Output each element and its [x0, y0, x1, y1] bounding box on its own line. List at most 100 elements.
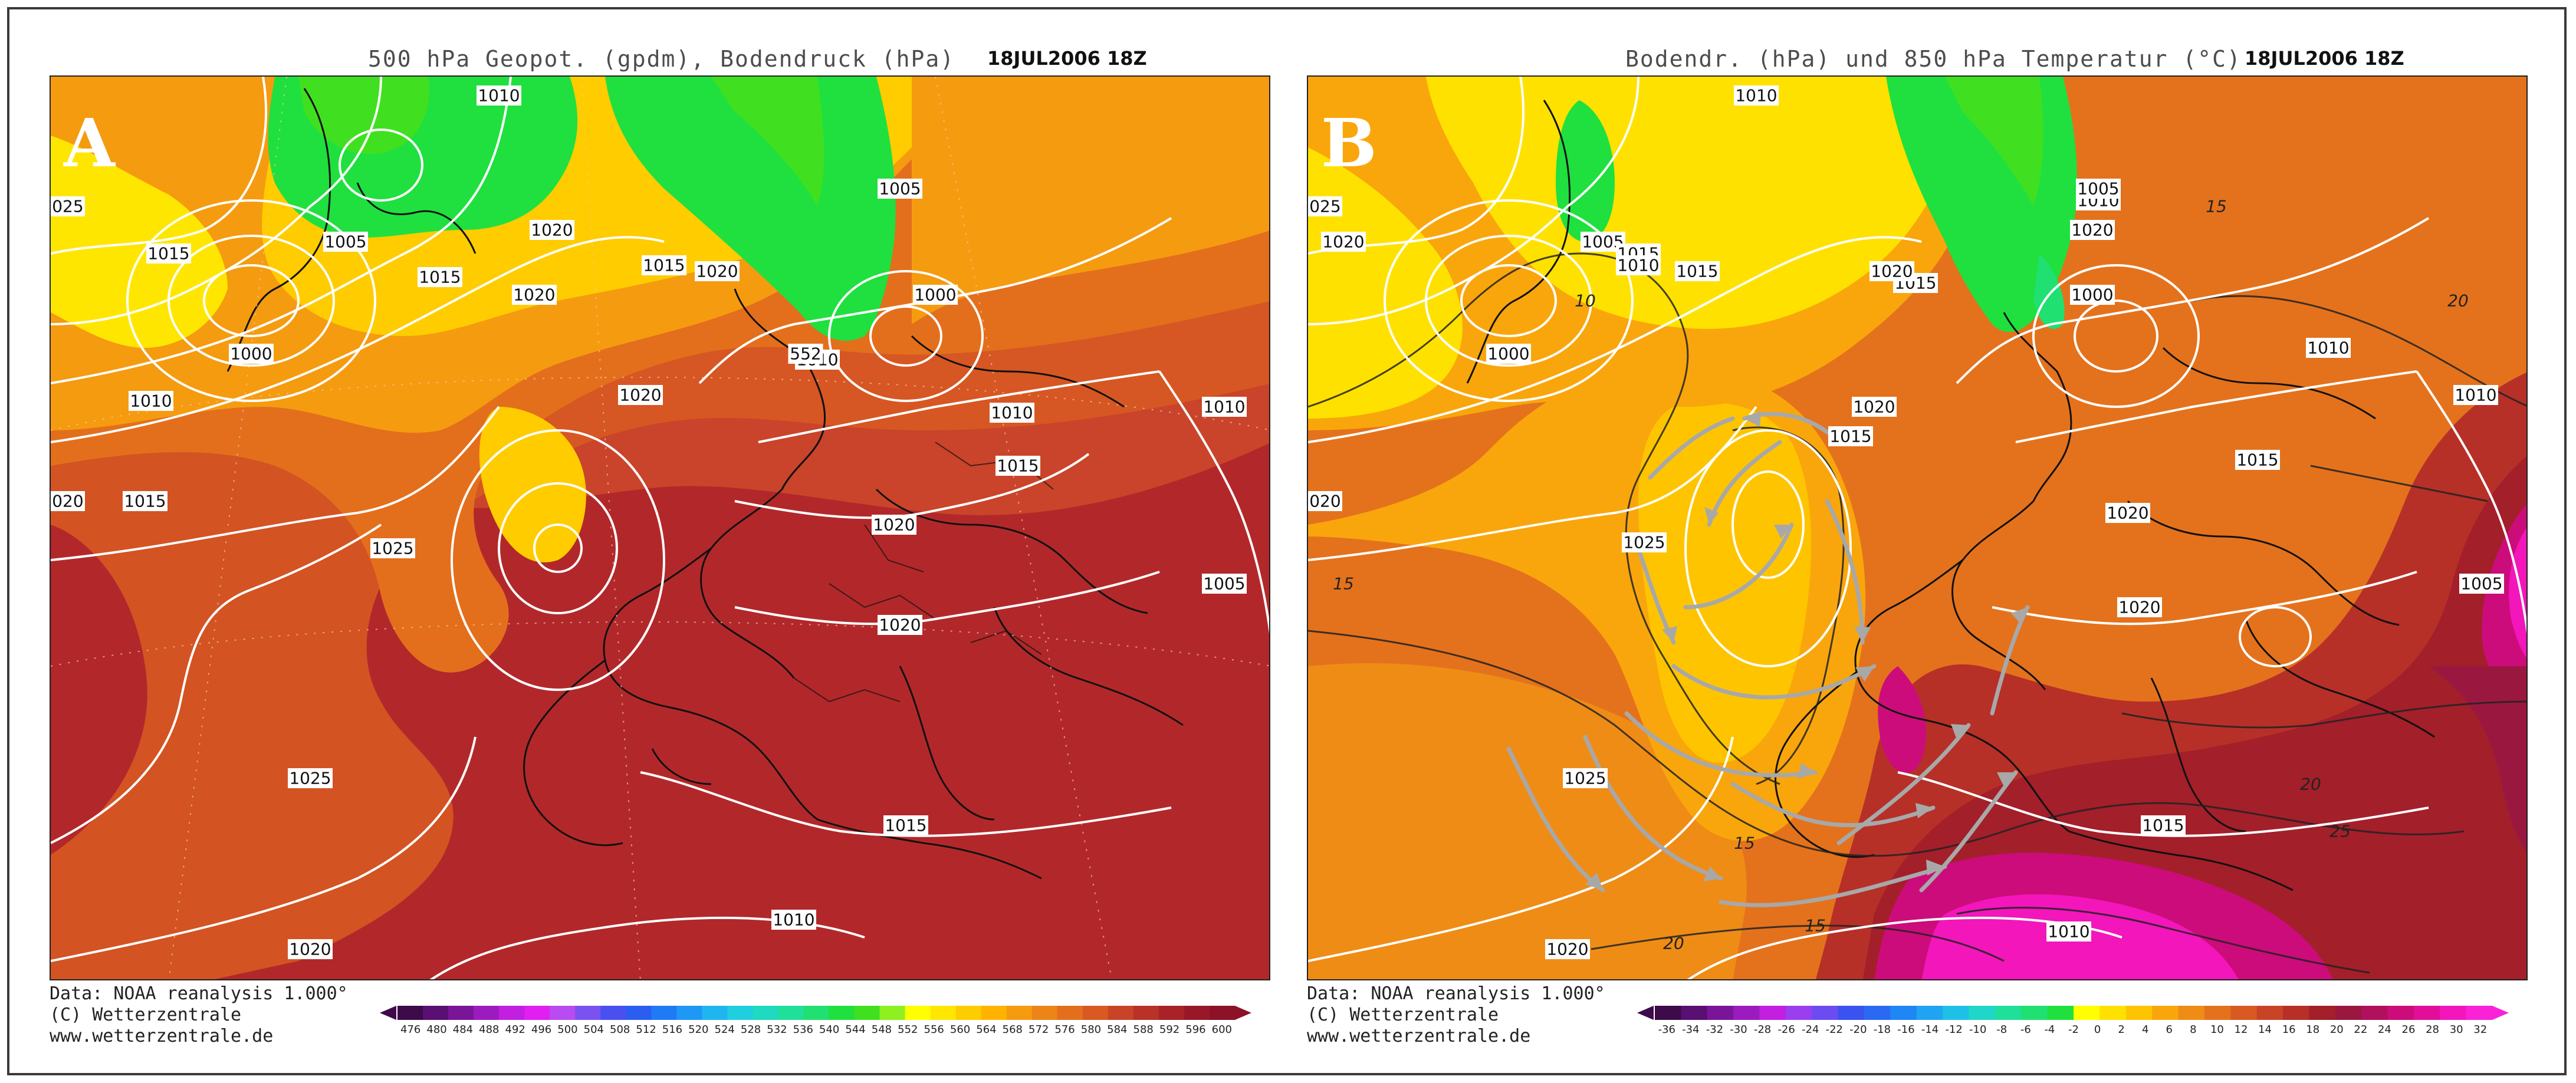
isobar-label: 1020 [513, 285, 555, 305]
isobar-label-bg [642, 255, 686, 275]
colorbar-swatch [753, 1006, 778, 1020]
colorbar-swatch [2074, 1006, 2100, 1020]
colorbar-tick-label: 476 [400, 1023, 420, 1036]
colorbar-tick-label: -30 [1730, 1023, 1747, 1036]
colorbar-tick-label: -22 [1826, 1023, 1843, 1036]
colorbar-tick-label: 596 [1185, 1023, 1205, 1036]
panel-a-map: 1010 1005 1020 1015 1000 1015 1010 1020 1020 1015… [50, 75, 1270, 980]
colorbar-swatch [2256, 1006, 2283, 1020]
isobar-label: 1005 [2460, 574, 2502, 594]
colorbar-swatch [474, 1006, 500, 1020]
colorbar-swatch [2466, 1006, 2493, 1020]
colorbar-swatch [2283, 1006, 2309, 1020]
isobar-label: 1010 [130, 391, 172, 411]
colorbar-tick-label: 496 [531, 1023, 551, 1036]
isobar-label: 1020 [1308, 492, 1341, 511]
isobar-label: 1015 [2236, 450, 2278, 470]
isobar-label: 1020 [696, 262, 738, 281]
colorbar-swatch [423, 1006, 449, 1020]
colorbar-tick-label: 24 [2378, 1023, 2391, 1036]
colorbar-tick-label: -6 [2020, 1023, 2031, 1036]
credit-line: www.wetterzentrale.de [1307, 1026, 1531, 1046]
colorbar-swatch [1031, 1006, 1058, 1020]
colorbar-tick-label: 4 [2142, 1023, 2148, 1036]
colorbar-swatch [2309, 1006, 2336, 1020]
isobar-label-bg [2070, 220, 2115, 240]
colorbar-tick-label: 588 [1133, 1023, 1154, 1036]
colorbar-tick-label: -2 [2068, 1023, 2079, 1036]
isobar-label-bg [2076, 179, 2121, 199]
colorbar-tick-label: 504 [584, 1023, 604, 1036]
isobar-label: 1010 [2307, 338, 2349, 358]
isobar-label: 1005 [879, 179, 921, 199]
colorbar-tick-label: 592 [1159, 1023, 1179, 1036]
colorbar-swatch [626, 1006, 652, 1020]
isobar-label-bg [2105, 503, 2150, 523]
panel-b-label: B [1321, 105, 1377, 182]
isobar-label: 1005 [324, 232, 366, 252]
isobar-label: 1010 [1735, 86, 1777, 106]
isobar-label-bg [990, 403, 1034, 423]
isobar-label: 1020 [879, 615, 921, 635]
isobar-label-bg [2117, 597, 2162, 617]
colorbar-tick-label: 524 [715, 1023, 735, 1036]
isobar-label: 1010 [2455, 386, 2496, 405]
isobar-label-bg [1622, 532, 1667, 552]
colorbar-swatch [448, 1006, 474, 1020]
isotherm-label: 15 [1734, 834, 1755, 853]
isobar-label-bg [618, 385, 663, 405]
colorbar-swatch [829, 1006, 855, 1020]
colorbar-swatch [1108, 1006, 1134, 1020]
isobar-label-bg [695, 261, 740, 281]
colorbar-tick-label: 548 [872, 1023, 892, 1036]
colorbar-tick-label: 576 [1054, 1023, 1075, 1036]
isobar-label-bg [878, 615, 922, 635]
isobar-label: 1010 [773, 910, 814, 930]
colorbar-swatch [1057, 1006, 1083, 1020]
isobar-label: 1015 [147, 244, 189, 264]
isobar-label: 1000 [230, 344, 272, 364]
isobar-label-bg [1321, 232, 1366, 252]
isobar-label-bg [2046, 921, 2091, 942]
colorbar-swatch [499, 1006, 525, 1020]
isobar-label-bg [883, 815, 928, 835]
isobar-label-bg [288, 768, 333, 788]
colorbar-tick-label: 556 [924, 1023, 944, 1036]
colorbar-swatch [550, 1006, 576, 1020]
colorbar-swatch [905, 1006, 931, 1020]
isobar-label: 1025 [1308, 197, 1341, 216]
colorbar-swatch [2047, 1006, 2074, 1020]
colorbar-tick-label: 540 [819, 1023, 839, 1036]
isotherm-label: 15 [1333, 574, 1354, 594]
isobar-label: 1020 [531, 220, 573, 240]
colorbar-swatch [1995, 1006, 2022, 1020]
panel-b-credit: Data: NOAA reanalysis 1.000° (C) Wetterz… [1307, 983, 1605, 1047]
panel-b-map-svg: 1010100510201015100010151010102010201015… [1308, 77, 2526, 979]
isobar-label-bg [2453, 385, 2498, 405]
colorbar-tick-label: -16 [1897, 1023, 1914, 1036]
isobar-label: 1015 [643, 256, 685, 275]
colorbar-tick-label: 10 [2210, 1023, 2224, 1036]
colorbar-arrow-left [1637, 1006, 1654, 1020]
colorbar-swatch [2204, 1006, 2231, 1020]
colorbar-swatch [1184, 1006, 1210, 1020]
colorbar-swatch [702, 1006, 728, 1020]
colorbar-tick-label: -28 [1754, 1023, 1771, 1036]
colorbar-swatch [1655, 1006, 1681, 1020]
isobar-label: 1025 [1623, 533, 1665, 552]
colorbar-tick-label: 492 [505, 1023, 525, 1036]
panel-a-colorbar: 476 480 484 488 492 496 500 504 508 512 516 520 524 5… [380, 1006, 1264, 1036]
colorbar-tick-label: -18 [1874, 1023, 1891, 1036]
colorbar-swatch [1209, 1006, 1236, 1020]
isobar-label-bg [878, 179, 922, 199]
colorbar-swatch [2152, 1006, 2179, 1020]
colorbar-tick-label: 544 [845, 1023, 865, 1036]
isobar-label: 1020 [619, 386, 661, 405]
isobar-label-bg [370, 538, 415, 558]
colorbar-swatch [651, 1006, 677, 1020]
isobar-label-bg [913, 285, 958, 305]
isotherm-label: 20 [2300, 775, 2321, 794]
isobar-label-bg [872, 515, 916, 535]
isobar-label-bg [1852, 397, 1897, 417]
colorbar-tick-label: 512 [636, 1023, 656, 1036]
